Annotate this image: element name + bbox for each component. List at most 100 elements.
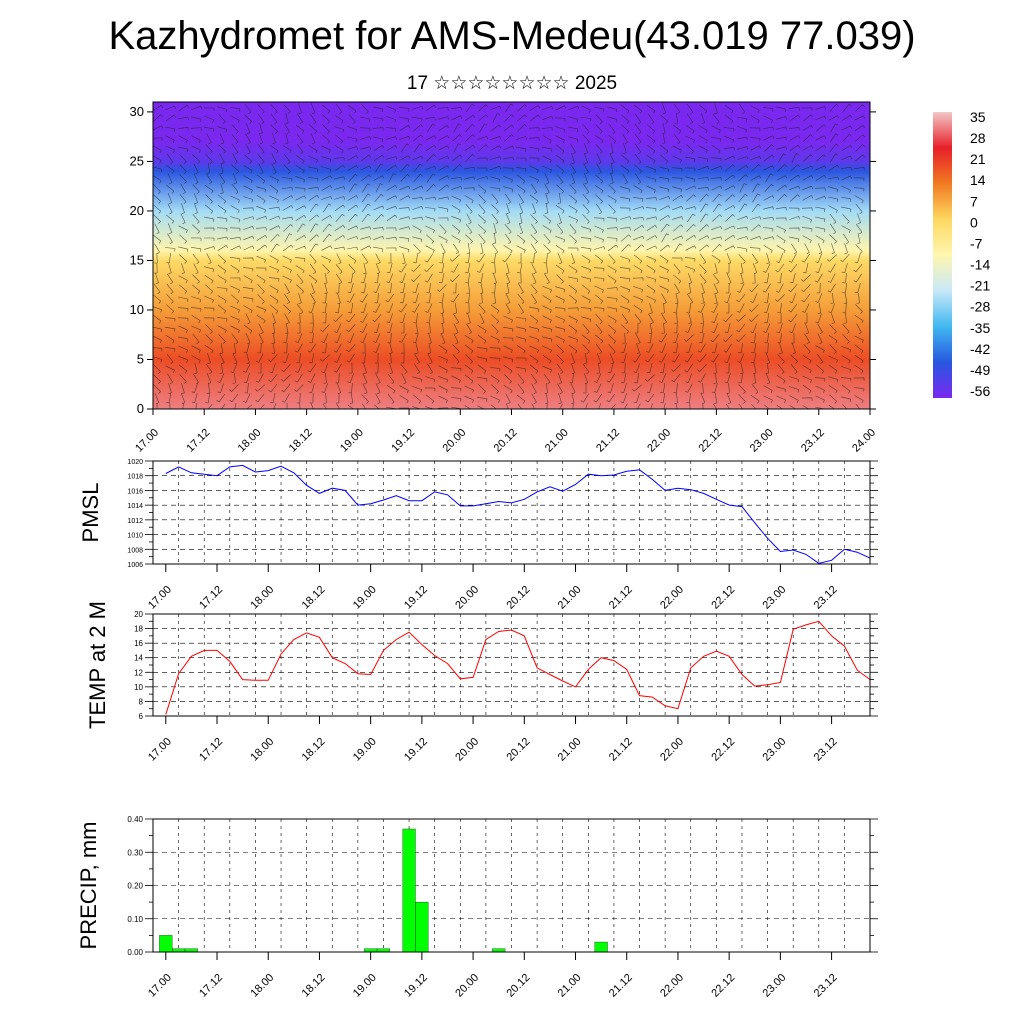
x-tick-label: 21.12 — [594, 427, 622, 455]
y-tick-label: 1020 — [127, 459, 143, 466]
x-tick-label: 17.12 — [184, 427, 212, 455]
y-tick-label: 10 — [130, 302, 144, 317]
x-tick-label: 23.00 — [761, 736, 789, 764]
y-axis-label: PRECIP, mm — [76, 822, 101, 950]
wind-barbs — [153, 103, 866, 409]
x-tick-label: 21.12 — [607, 972, 635, 1000]
x-tick-label: 21.00 — [543, 427, 571, 455]
x-tick-label: 20.00 — [453, 584, 481, 612]
colorbar-label: -28 — [970, 299, 990, 315]
x-tick-label: 20.00 — [453, 736, 481, 764]
colorbar-label: -35 — [970, 320, 990, 336]
colorbar-ramp — [933, 112, 952, 398]
x-tick-label: 22.12 — [697, 427, 725, 455]
x-tick-label: 17.12 — [197, 736, 225, 764]
x-tick-label: 22.00 — [658, 584, 686, 612]
y-tick-label: 1014 — [127, 503, 143, 510]
y-tick-label: 10 — [134, 683, 143, 692]
y-tick-label: 0.20 — [127, 882, 143, 891]
data-series-line — [165, 620, 871, 715]
x-tick-label: 18.12 — [287, 427, 315, 455]
x-tick-label: 19.12 — [389, 427, 417, 455]
x-tick-label: 21.12 — [607, 584, 635, 612]
x-tick-label: 22.00 — [658, 736, 686, 764]
x-tick-label: 20.12 — [504, 736, 532, 764]
x-tick-label: 20.12 — [504, 584, 532, 612]
x-tick-label: 19.00 — [338, 427, 366, 455]
precip-bar — [594, 941, 608, 953]
colorbar-label: 14 — [970, 172, 986, 188]
y-tick-label: 30 — [130, 104, 144, 119]
y-tick-label: 6 — [139, 712, 144, 721]
y-axis-label: TEMP at 2 M — [85, 601, 110, 729]
temperature-wind-cross-section: 0 5 10 15 20 25 30 17.00 17.12 18.00 18.12 19.00 19.… — [130, 101, 878, 455]
x-tick-label: 23.00 — [761, 584, 789, 612]
y-tick-label: 25 — [130, 153, 144, 168]
x-tick-label: 23.12 — [812, 584, 840, 612]
colorbar-label: 21 — [970, 151, 986, 167]
x-tick-label: 19.00 — [351, 584, 379, 612]
x-tick-label: 17.00 — [146, 972, 174, 1000]
y-tick-label: 0.10 — [127, 915, 143, 924]
colorbar-label: -49 — [970, 362, 990, 378]
x-tick-label: 23.00 — [748, 427, 776, 455]
y-tick-label: 14 — [134, 654, 143, 663]
y-tick-label: 1016 — [127, 488, 143, 495]
page-subtitle: 17 ☆☆☆☆☆☆☆☆ 2025 — [406, 73, 618, 94]
y-tick-label: 1008 — [127, 547, 143, 554]
y-tick-label: 0.30 — [127, 848, 143, 857]
y-tick-label: 0 — [137, 401, 144, 416]
x-tick-label: 23.12 — [812, 972, 840, 1000]
x-tick-label: 20.12 — [492, 427, 520, 455]
y-tick-label: 20 — [134, 610, 143, 619]
y-tick-label: 20 — [130, 203, 144, 218]
colorbar-legend: 35 28 21 14 7 0 -7 -14 -21 -28 -35 -42 -49 -56 — [933, 109, 990, 399]
x-tick-label: 18.00 — [248, 736, 276, 764]
x-tick-label: 22.12 — [709, 972, 737, 1000]
colorbar-label: -56 — [970, 383, 990, 399]
x-tick-label: 19.12 — [402, 972, 430, 1000]
colorbar-label: -42 — [970, 341, 990, 357]
x-tick-label: 17.00 — [146, 736, 174, 764]
x-tick-label: 20.12 — [504, 972, 532, 1000]
y-tick-label: 1012 — [127, 518, 143, 525]
page-title: Kazhydromet for AMS-Medeu(43.019 77.039) — [108, 14, 916, 58]
x-tick-label: 19.12 — [402, 584, 430, 612]
x-tick-label: 22.00 — [658, 972, 686, 1000]
x-tick-label: 18.00 — [248, 972, 276, 1000]
x-tick-label: 18.12 — [300, 972, 328, 1000]
x-tick-label: 17.12 — [197, 584, 225, 612]
pmsl-chart: 1006 1008 1010 1012 1014 1016 1018 1020 17.00 17.… — [78, 459, 878, 612]
x-tick-label: 19.00 — [351, 736, 379, 764]
y-tick-label: 0.40 — [127, 815, 143, 824]
colorbar-label: 0 — [970, 214, 978, 230]
y-tick-label: 12 — [134, 668, 143, 677]
x-tick-label: 23.12 — [812, 736, 840, 764]
x-tick-label: 17.00 — [133, 427, 161, 455]
x-tick-label: 20.00 — [440, 427, 468, 455]
x-tick-label: 18.00 — [236, 427, 264, 455]
x-tick-label: 22.12 — [709, 584, 737, 612]
y-tick-label: 8 — [139, 697, 144, 706]
data-series-line — [165, 464, 871, 564]
x-tick-label: 19.12 — [402, 736, 430, 764]
y-tick-label: 5 — [137, 351, 144, 366]
y-tick-label: 16 — [134, 639, 143, 648]
x-tick-label: 22.12 — [709, 736, 737, 764]
x-tick-label: 17.12 — [197, 972, 225, 1000]
y-tick-label: 18 — [134, 625, 143, 634]
x-tick-label: 24.00 — [850, 427, 878, 455]
colorbar-label: 28 — [970, 130, 986, 146]
colorbar-label: -7 — [970, 235, 983, 251]
x-tick-label: 17.00 — [146, 584, 174, 612]
x-tick-label: 18.12 — [300, 584, 328, 612]
precip-bar — [415, 901, 429, 953]
y-axis-label: PMSL — [78, 483, 103, 543]
colorbar-label: 7 — [970, 193, 978, 209]
x-tick-label: 23.00 — [761, 972, 789, 1000]
x-tick-label: 21.00 — [556, 584, 584, 612]
x-tick-label: 23.12 — [799, 427, 827, 455]
precip-bar — [402, 828, 416, 953]
colorbar-label: 35 — [970, 109, 986, 125]
